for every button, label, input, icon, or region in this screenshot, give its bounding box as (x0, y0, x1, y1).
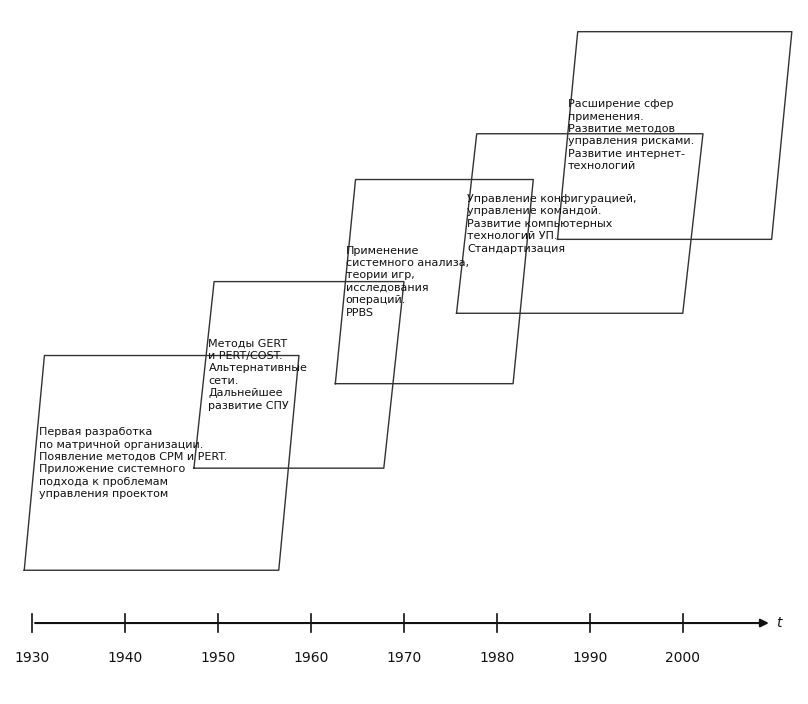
Polygon shape (558, 32, 792, 239)
Text: 1990: 1990 (572, 651, 608, 665)
Text: Расширение сфер
применения.
Развитие методов
управления рисками.
Развитие интерн: Расширение сфер применения. Развитие мет… (568, 99, 694, 171)
Text: Методы GERT
и PERT/COST.
Альтернативные
сети.
Дальнейшее
развитие СПУ: Методы GERT и PERT/COST. Альтернативные … (208, 339, 307, 410)
Text: 1980: 1980 (479, 651, 515, 665)
Text: Управление конфигурацией,
управление командой.
Развитие компьютерных
технологий : Управление конфигурацией, управление ком… (467, 194, 637, 253)
Polygon shape (194, 282, 404, 468)
Text: 1960: 1960 (293, 651, 329, 665)
Polygon shape (457, 134, 703, 313)
Text: 1940: 1940 (107, 651, 143, 665)
Text: Применение
системного анализа,
теории игр,
исследования
операций.
PPBS: Применение системного анализа, теории иг… (346, 246, 469, 318)
Polygon shape (335, 180, 533, 384)
Text: Первая разработка
по матричной организации.
Появление методов CPM и PERT.
Прилож: Первая разработка по матричной организац… (39, 427, 227, 499)
Text: 2000: 2000 (666, 651, 701, 665)
Polygon shape (24, 356, 299, 570)
Text: t: t (776, 616, 781, 630)
Text: 1950: 1950 (200, 651, 236, 665)
Text: 1930: 1930 (15, 651, 50, 665)
Text: 1970: 1970 (386, 651, 422, 665)
